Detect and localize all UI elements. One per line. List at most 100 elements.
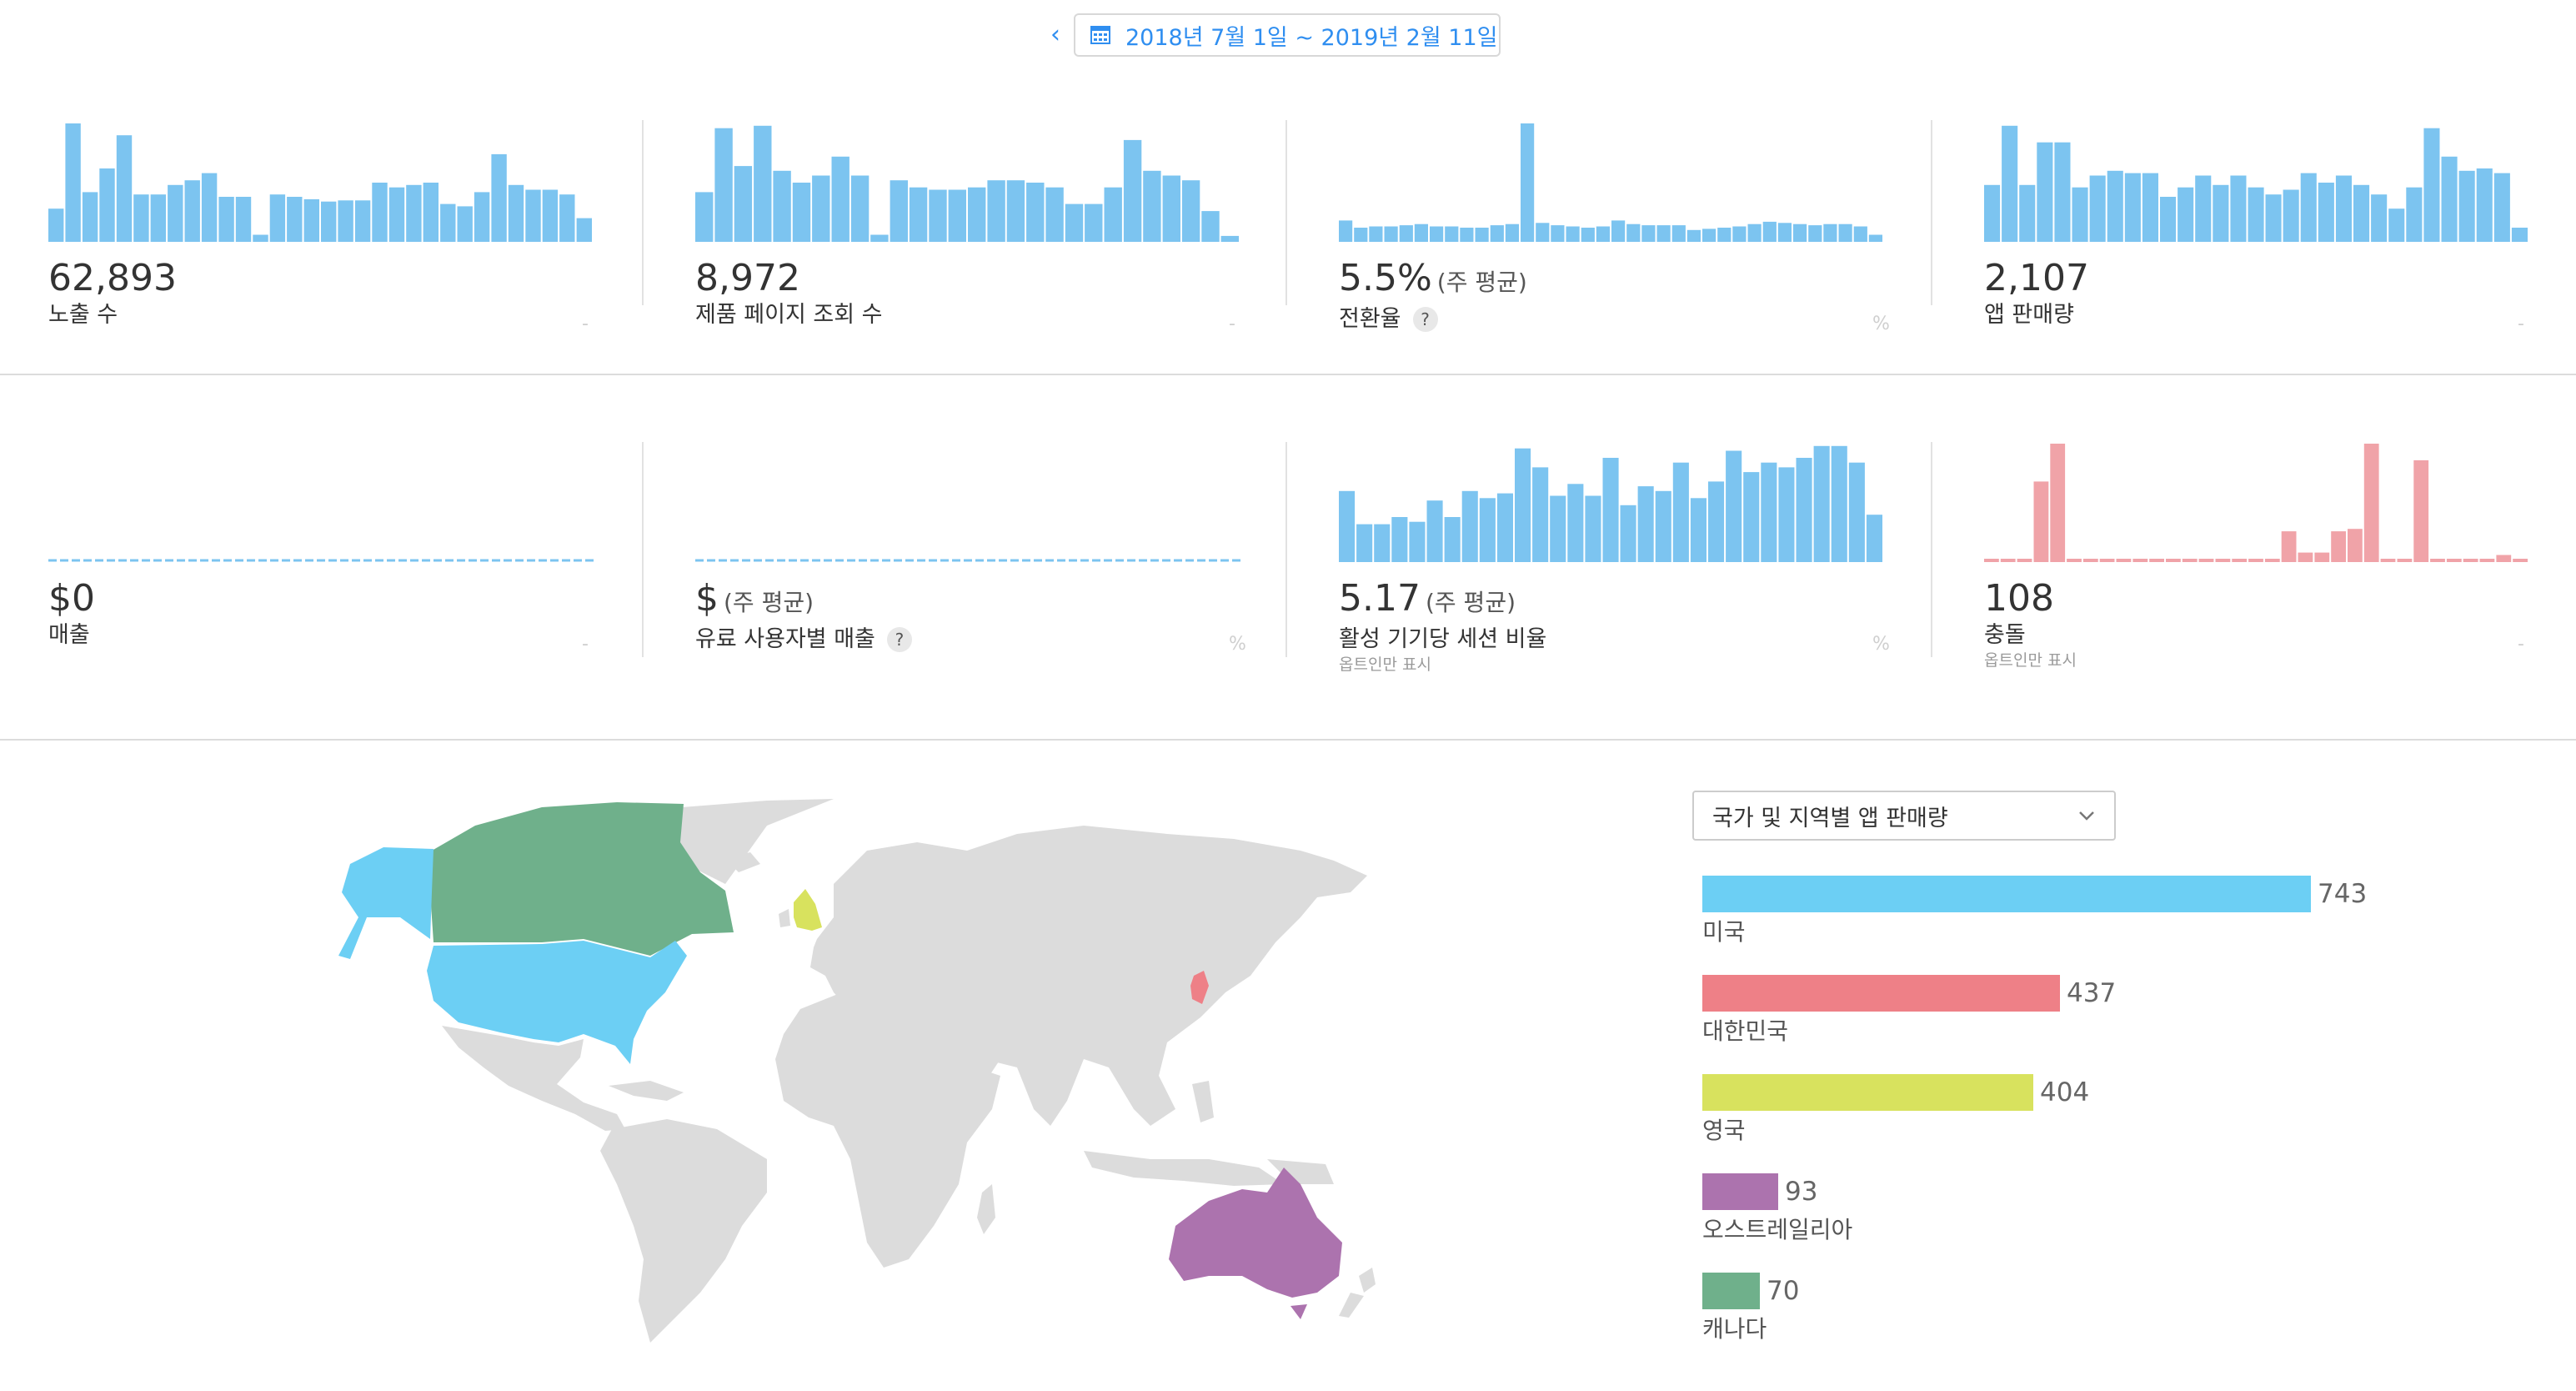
sparkline-bar — [2033, 481, 2049, 562]
territory-value: 70 — [1767, 1276, 1800, 1306]
sparkline-bar — [2178, 187, 2194, 242]
territory-row[interactable]: 437 대한민국 — [1702, 975, 2453, 1058]
sparkline-bar — [1536, 223, 1550, 242]
map-iceland — [725, 852, 760, 872]
map-indonesia — [1084, 1151, 1284, 1186]
sparkline-bar — [773, 170, 791, 242]
metric-label-text: 제품 페이지 조회 수 — [695, 302, 883, 328]
sparkline-bar — [1708, 481, 1725, 562]
sparkline-bar — [1761, 462, 1777, 562]
sparkline-bar — [2397, 559, 2413, 562]
sparkline-bar — [1732, 226, 1747, 242]
calendar-icon — [1090, 26, 1110, 44]
date-back-button[interactable]: ‹ — [1045, 18, 1065, 52]
metric-card-impressions[interactable]: 62,893 노출 수 - — [48, 122, 615, 372]
map-australia[interactable] — [1169, 1168, 1342, 1298]
map-south-korea[interactable] — [1190, 971, 1209, 1004]
sparkline-impressions — [48, 123, 592, 242]
territory-metric-dropdown[interactable]: 국가 및 지역별 앱 판매량 — [1692, 791, 2116, 841]
sparkline-bar — [2283, 189, 2299, 242]
sparkline-bar — [1853, 226, 1867, 242]
metric-label: 유료 사용자별 매출? — [695, 625, 1262, 655]
territory-value: 437 — [2067, 978, 2117, 1008]
map-usa[interactable] — [427, 941, 687, 1064]
metric-value-number: 2,107 — [1984, 257, 2089, 299]
territory-bar — [1702, 1074, 2033, 1111]
metric-value: 2,107 — [1984, 257, 2551, 300]
metric-label: 노출 수 — [48, 300, 615, 330]
map-japan — [1209, 939, 1242, 996]
metric-card-sales-per-paying-user[interactable]: $ (주 평균) 유료 사용자별 매출?% — [695, 442, 1262, 692]
sparkline-bar — [1399, 225, 1413, 242]
map-canada[interactable] — [430, 802, 734, 956]
sparkline-bar — [1181, 180, 1200, 242]
sparkline-bar — [1444, 517, 1461, 562]
territory-row[interactable]: 70 캐나다 — [1702, 1273, 2453, 1356]
sparkline-bar — [2124, 173, 2141, 242]
territory-row[interactable]: 743 미국 — [1702, 876, 2453, 959]
sparkline-bar — [82, 192, 98, 242]
sparkline-bar — [2423, 128, 2440, 242]
sparkline-bar — [2463, 559, 2478, 562]
metric-card-crashes[interactable]: 108 충돌 옵트인만 표시 - — [1984, 442, 2551, 692]
chevron-down-icon — [2079, 811, 2094, 821]
sparkline-bar — [423, 183, 439, 242]
map-alaska[interactable] — [338, 847, 434, 959]
sparkline-bar — [1778, 467, 1795, 562]
sparkline-bar — [948, 189, 966, 242]
metric-card-sales[interactable]: $0 매출 - — [48, 442, 615, 692]
metric-value: 8,972 — [695, 257, 1262, 300]
date-range-picker[interactable]: 2018년 7월 1일 ~ 2019년 2월 11일 — [1074, 13, 1501, 57]
sparkline-bar — [116, 135, 133, 242]
metric-label: 전환율? — [1339, 304, 1906, 334]
sparkline-bar — [1065, 203, 1084, 242]
help-icon[interactable]: ? — [886, 627, 912, 652]
sparkline-bar — [2314, 552, 2330, 562]
sparkline-bar — [987, 180, 1005, 242]
metric-card-sessions-per-active-device[interactable]: 5.17 (주 평균) 활성 기기당 세션 비율 옵트인만 표시% — [1339, 442, 1906, 692]
territory-value: 93 — [1785, 1177, 1818, 1207]
metric-card-app-units[interactable]: 2,107 앱 판매량 - — [1984, 122, 2551, 372]
metric-value: $ (주 평균) — [695, 577, 1262, 625]
sparkline-bar — [2000, 559, 2016, 562]
metric-unit: - — [2518, 314, 2524, 334]
sparkline-bar — [2388, 208, 2405, 242]
territory-name: 캐나다 — [1702, 1315, 1767, 1343]
map-tasmania[interactable] — [1291, 1304, 1307, 1319]
sparkline-bar — [1339, 220, 1353, 242]
row-divider — [0, 374, 2576, 375]
sparkline-bar — [1596, 226, 1610, 242]
sparkline-bar — [287, 197, 303, 242]
sparkline-bar — [2363, 444, 2379, 562]
metric-card-product-page-views[interactable]: 8,972 제품 페이지 조회 수 - — [695, 122, 1262, 372]
sparkline-bar — [1430, 226, 1444, 242]
map-uk[interactable] — [794, 889, 822, 931]
territory-name: 오스트레일리아 — [1702, 1216, 1853, 1243]
sparkline-sales — [48, 559, 594, 562]
sparkline-bar — [2037, 142, 2053, 242]
metric-label-text: 활성 기기당 세션 비율 — [1339, 626, 1547, 652]
sparkline-bar — [201, 173, 218, 242]
metric-label: 충돌 — [1984, 620, 2551, 650]
sparkline-bar — [1620, 505, 1636, 562]
sparkline-bar — [1866, 515, 1882, 562]
column-divider — [1285, 442, 1287, 657]
sparkline-bar — [1671, 225, 1686, 242]
sparkline-bar — [440, 203, 456, 242]
metric-value-number: 8,972 — [695, 257, 800, 299]
metric-card-conversion-rate[interactable]: 5.5% (주 평균) 전환율?% — [1339, 122, 1906, 372]
sparkline-bar — [2496, 555, 2512, 562]
sparkline-bar — [2331, 531, 2346, 562]
sparkline-bar — [695, 192, 714, 242]
territory-bar — [1702, 1173, 1778, 1210]
sparkline-bar — [1602, 458, 1619, 562]
sparkline-bar — [1566, 226, 1580, 242]
map-mexico — [442, 1026, 625, 1131]
territory-row[interactable]: 404 영국 — [1702, 1074, 2453, 1157]
help-icon[interactable]: ? — [1412, 307, 1438, 332]
sparkline-bar — [2248, 559, 2263, 562]
sparkline-bar — [812, 175, 830, 242]
metric-label-text: 매출 — [48, 622, 90, 648]
metric-value-number: 108 — [1984, 577, 2054, 620]
territory-row[interactable]: 93 오스트레일리아 — [1702, 1173, 2453, 1257]
